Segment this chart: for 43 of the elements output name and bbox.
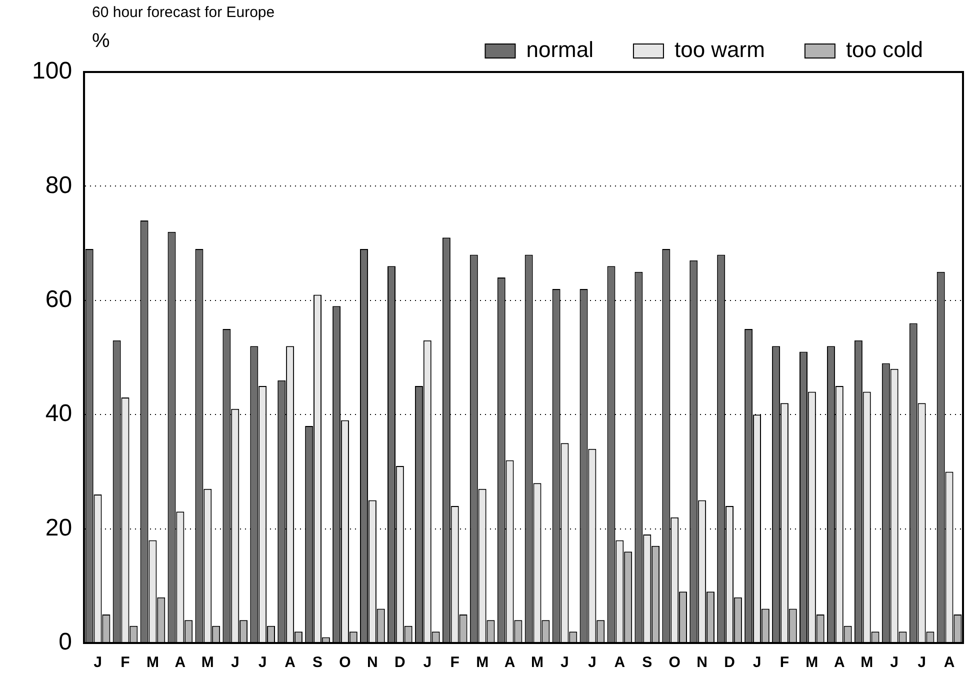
x-tick-label: J [94,654,102,672]
x-tick-label: J [230,654,240,672]
y-tick-label: 80 [45,172,72,199]
legend-label: too warm [674,37,765,62]
x-tick-label: A [284,654,296,672]
x-tick-label: M [146,654,159,672]
x-tick-label: J [423,654,432,672]
x-tick-label: A [174,654,186,672]
x-tick-label: S [312,654,323,672]
x-tick-label: M [806,654,818,672]
x-tick-label: O [339,654,352,672]
x-tick-label: J [752,654,762,672]
y-tick-label: 0 [58,628,72,656]
y-tick-label: 40 [45,400,72,428]
x-tick-label: N [367,654,378,672]
x-tick-label: J [890,654,899,672]
x-tick-label: O [668,654,681,672]
x-tick-label: M [201,654,214,672]
legend-label: too cold [846,37,924,62]
x-tick-label: A [834,654,845,672]
x-tick-label: M [476,654,489,672]
x-tick-label: A [504,654,516,672]
x-tick-label: A [944,654,955,672]
chart-title: 60 hour forecast for Europe [92,4,275,21]
x-tick-label: F [780,654,790,672]
x-tick-label: M [531,654,544,672]
x-tick-label: F [120,654,130,672]
x-tick-label: J [588,654,596,672]
x-tick-label: D [394,654,406,672]
x-tick-label: A [614,654,626,672]
y-tick-label: 20 [45,514,72,542]
x-tick-label: D [724,654,736,672]
x-tick-label: N [696,654,708,672]
x-tick-label: F [450,654,460,672]
x-tick-label: M [860,654,874,672]
x-tick-label: J [258,654,267,672]
x-tick-label: J [918,654,926,672]
legend-label: normal [526,37,594,62]
x-tick-label: J [560,654,569,672]
y-axis-title: % [92,30,110,53]
y-tick-label: 60 [45,286,72,314]
y-tick-label: 100 [32,58,72,85]
x-tick-label: S [642,654,652,672]
